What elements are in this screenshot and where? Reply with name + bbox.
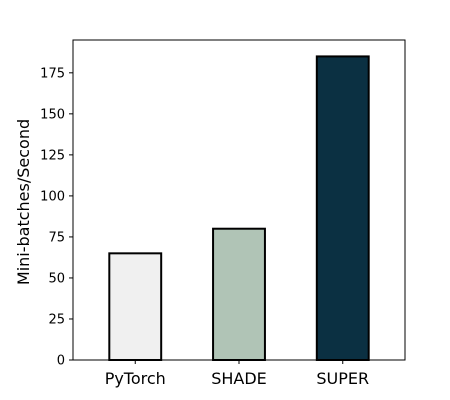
bar-pytorch: [108, 252, 163, 361]
y-tick-label: 125: [40, 148, 65, 163]
bars-group: [108, 55, 370, 362]
y-tick-label: 0: [57, 354, 65, 369]
y-tick-label: 175: [40, 66, 65, 81]
x-tick-label-super: SUPER: [316, 369, 369, 388]
y-tick-label: 75: [48, 230, 65, 245]
y-tick-label: 150: [40, 107, 65, 122]
x-tick-label-shade: SHADE: [211, 369, 267, 388]
x-tick-label-pytorch: PyTorch: [105, 369, 166, 388]
bar-shade: [212, 227, 266, 361]
y-tick-label: 25: [48, 312, 65, 327]
axes-frame: [72, 39, 406, 361]
bar-super: [315, 55, 370, 362]
y-tick-label: 50: [48, 271, 65, 286]
axes-group: PyTorch SHADE SUPER 0 25 50 75 100 125 150 175: [40, 39, 406, 388]
y-axis-title: Mini-batches/Second: [14, 119, 33, 285]
y-tick-label: 100: [40, 189, 65, 204]
